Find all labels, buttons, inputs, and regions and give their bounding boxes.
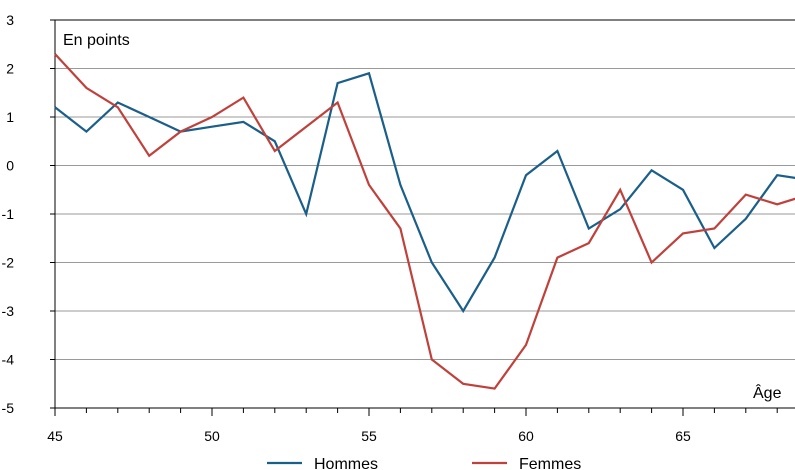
y-tick-label: 3 [6,12,14,28]
series-lines [54,53,795,390]
series-line-femmes [54,53,795,390]
y-tick-label: 0 [6,158,14,174]
y-tick-label: -3 [2,303,15,319]
y-tick-label: 2 [6,61,14,77]
legend-label: Hommes [314,456,378,470]
y-tick-label: 1 [6,109,14,125]
x-tick-label: 45 [47,428,63,444]
x-tick-label: 60 [518,428,534,444]
x-axis-label: Âge [753,383,782,402]
grid-lines [55,68,795,360]
y-tick-label: -5 [2,400,15,416]
y-tick-label: -2 [2,255,15,271]
legend: Hommes Femmes [267,456,581,470]
y-tick-label: -4 [2,352,15,368]
y-tick-label: -1 [2,206,15,222]
x-tick-label: 65 [675,428,691,444]
legend-label: Femmes [519,456,581,470]
y-axis-label: En points [63,32,130,49]
series-line-hommes [54,71,795,314]
x-tick-label: 50 [204,428,220,444]
x-tick-label: 55 [361,428,377,444]
